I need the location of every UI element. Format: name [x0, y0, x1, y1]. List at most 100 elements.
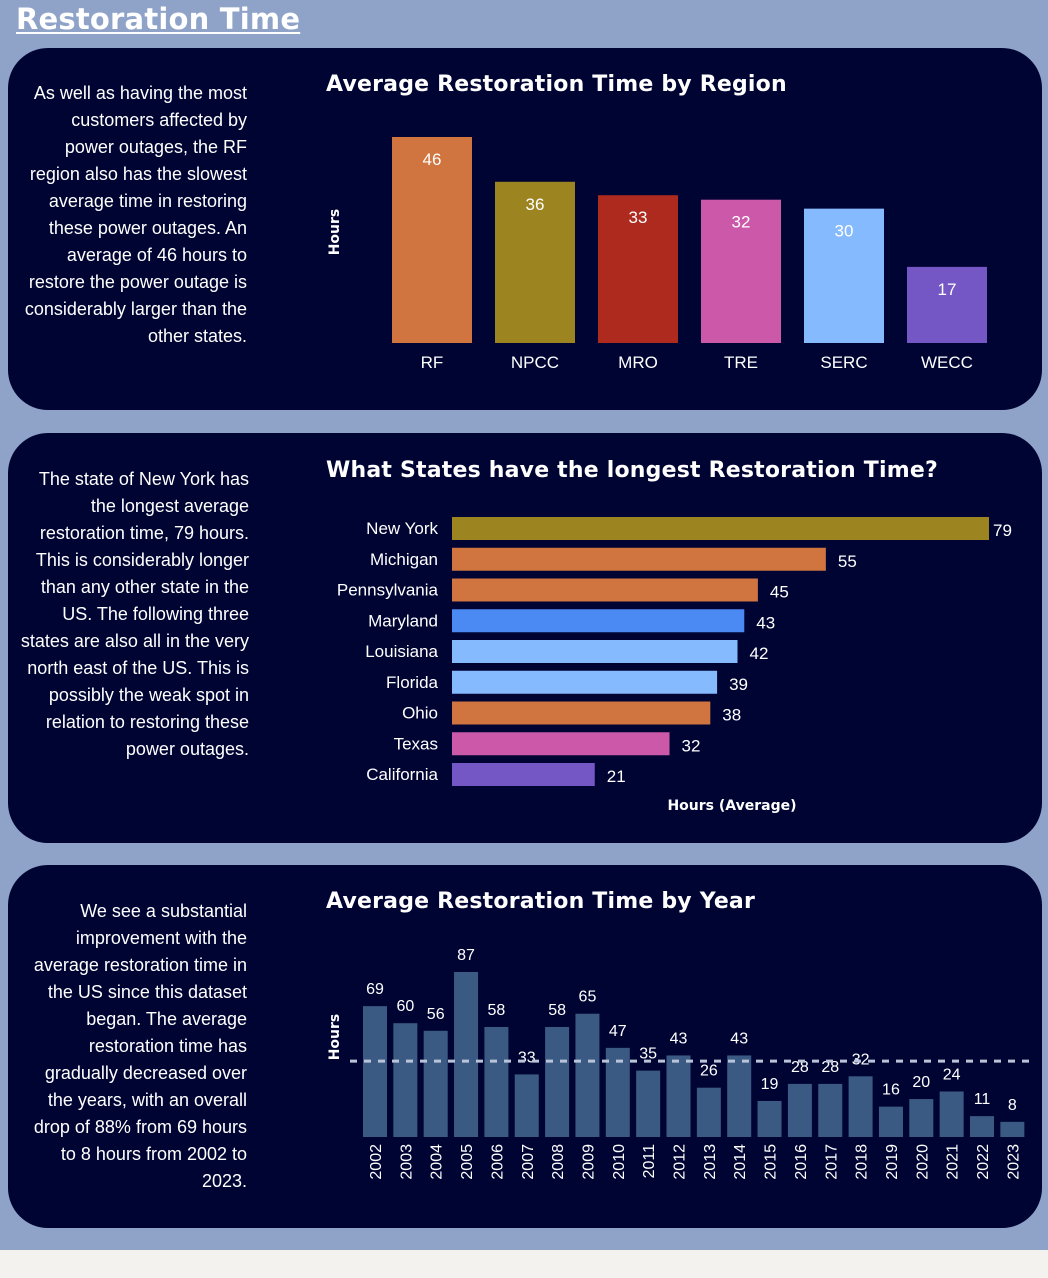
bar: [787, 1083, 812, 1137]
bar: [727, 1055, 752, 1137]
data-label: 38: [722, 706, 741, 725]
y-axis-title: Hours: [327, 209, 343, 256]
bar: [848, 1076, 873, 1137]
bar: [666, 1055, 691, 1137]
bar: [818, 1083, 843, 1137]
description-line: average restoration time in: [33, 955, 247, 975]
bar: [575, 1013, 600, 1137]
description-line: restoration time, 79 hours.: [39, 523, 249, 543]
bar: [939, 1091, 964, 1137]
x-tick-label: 2023: [1005, 1144, 1022, 1180]
region-chart-title: Average Restoration Time by Region: [326, 72, 787, 97]
y-tick-label: Florida: [386, 673, 439, 692]
x-tick-label: NPCC: [511, 353, 559, 372]
x-tick-label: 2012: [672, 1144, 689, 1180]
description-line: region also has the slowest: [29, 164, 247, 184]
data-label: 33: [629, 208, 648, 227]
description-line: The state of New York has: [38, 469, 249, 489]
states-description: The state of New York has the longest ave…: [18, 466, 249, 763]
description-line: north east of the US. This is: [27, 658, 249, 678]
states-chart-title: What States have the longest Restoration…: [326, 458, 938, 483]
data-label: 33: [518, 1049, 536, 1066]
bar: [484, 1027, 509, 1137]
x-tick-label: 2022: [975, 1144, 992, 1180]
description-line: 2023.: [201, 1171, 247, 1191]
bar: [696, 1087, 721, 1137]
data-label: 24: [943, 1066, 961, 1083]
bar: [454, 972, 479, 1137]
year-description: We see a substantial improvement with the…: [18, 898, 247, 1195]
y-axis-title: Hours: [327, 1014, 343, 1061]
y-tick-label: California: [366, 765, 438, 784]
bar: [452, 670, 718, 694]
description-line: the US since this dataset: [47, 982, 247, 1002]
data-label: 56: [427, 1006, 445, 1023]
bar: [452, 578, 758, 602]
x-axis-title: Hours (Average): [667, 798, 796, 814]
x-tick-label: 2013: [702, 1144, 719, 1180]
bar: [393, 1023, 418, 1137]
description-line: other states.: [147, 326, 247, 346]
x-tick-label: 2021: [945, 1144, 962, 1180]
bar: [907, 266, 987, 343]
description-line: possibly the weak spot in: [48, 685, 249, 705]
data-label: 58: [488, 1002, 506, 1019]
description-line: to 8 hours from 2002 to: [60, 1144, 247, 1164]
year-chart-title: Average Restoration Time by Year: [326, 889, 756, 914]
description-line: gradually decreased over: [44, 1063, 247, 1083]
bar: [605, 1047, 630, 1137]
description-line: customers affected by: [71, 110, 247, 130]
data-label: 69: [366, 981, 384, 998]
data-label: 43: [670, 1030, 688, 1047]
bar: [363, 1006, 387, 1137]
data-label: 35: [639, 1046, 657, 1063]
data-label: 39: [729, 675, 748, 694]
x-tick-label: 2017: [823, 1144, 840, 1180]
region-description: As well as having the most customers affe…: [18, 80, 247, 350]
description-line: We see a substantial: [80, 901, 247, 921]
data-label: 16: [882, 1082, 900, 1099]
data-label: 32: [682, 736, 701, 755]
region-panel: As well as having the most customers affe…: [8, 48, 1042, 410]
description-line: US. The following three: [62, 604, 249, 624]
x-tick-label: RF: [421, 353, 444, 372]
description-line: restoration time has: [88, 1036, 247, 1056]
bar: [452, 732, 670, 756]
y-tick-label: Maryland: [368, 611, 438, 630]
bar: [878, 1106, 903, 1137]
data-label: 28: [821, 1059, 839, 1076]
description-line: average time in restoring: [48, 191, 247, 211]
data-label: 21: [607, 767, 626, 786]
data-label: 60: [396, 998, 414, 1015]
description-line: relation to restoring these: [45, 712, 249, 732]
data-label: 65: [579, 989, 597, 1006]
x-tick-label: 2004: [429, 1144, 446, 1180]
data-label: 43: [756, 613, 775, 632]
description-line: began. The average: [86, 1009, 247, 1029]
bar: [514, 1074, 539, 1137]
data-label: 30: [835, 222, 854, 241]
data-label: 36: [526, 195, 545, 214]
data-label: 55: [838, 552, 857, 571]
year-panel: We see a substantial improvement with the…: [8, 865, 1042, 1228]
y-tick-label: Michigan: [370, 550, 438, 569]
description-line: states are also all in the very: [20, 631, 249, 651]
y-tick-label: New York: [366, 519, 438, 538]
x-tick-label: 2018: [854, 1144, 871, 1180]
y-tick-label: Ohio: [402, 704, 438, 723]
data-label: 20: [912, 1074, 930, 1091]
x-tick-label: 2003: [398, 1144, 415, 1180]
y-tick-label: Louisiana: [365, 642, 438, 661]
description-line: This is considerably longer: [35, 550, 249, 570]
x-tick-label: 2006: [489, 1144, 506, 1180]
data-label: 87: [457, 947, 475, 964]
bar: [598, 195, 678, 343]
data-label: 43: [730, 1030, 748, 1047]
bar: [392, 137, 472, 343]
data-label: 11: [974, 1091, 991, 1108]
bar: [452, 701, 711, 725]
x-tick-label: 2010: [611, 1144, 628, 1180]
data-label: 58: [548, 1002, 566, 1019]
description-line: improvement with the: [75, 928, 247, 948]
x-tick-label: 2008: [550, 1144, 567, 1180]
